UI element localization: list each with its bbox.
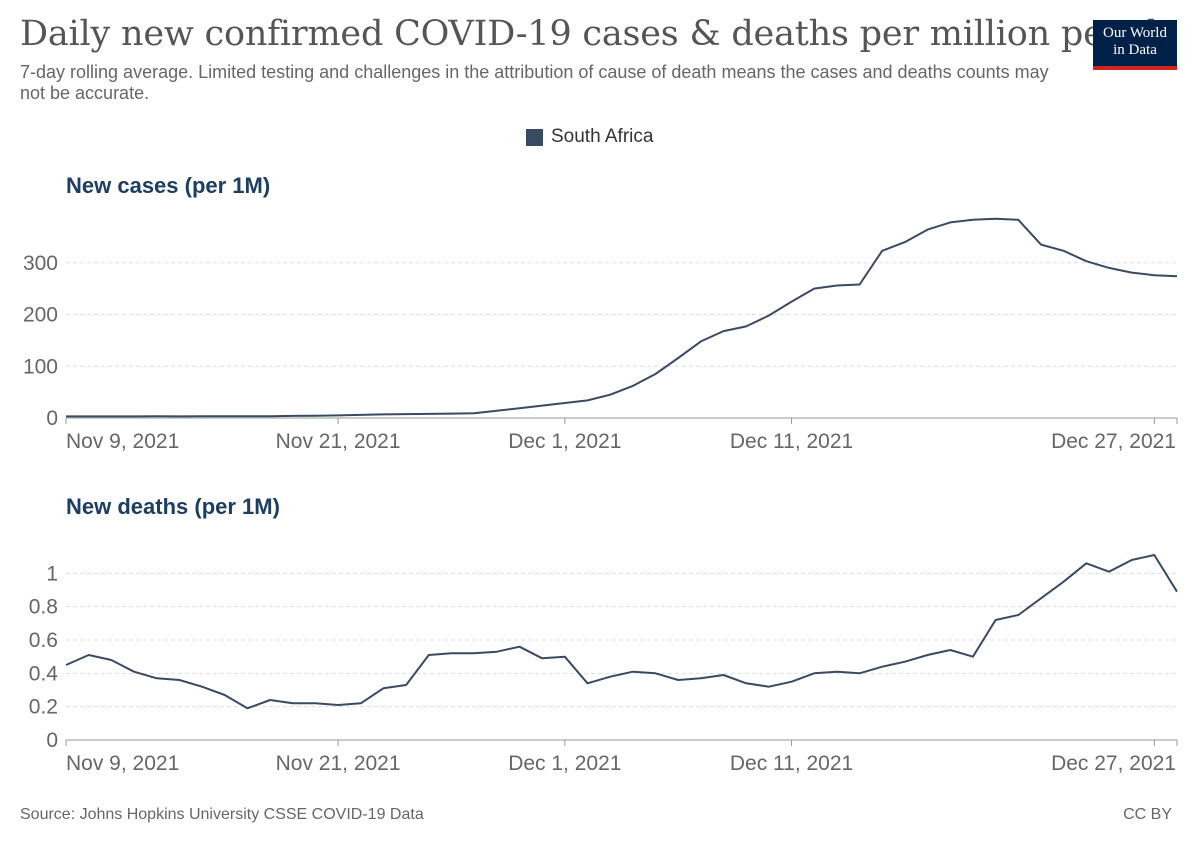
logo-line-2: in Data [1113,42,1157,58]
deaths-y-tick-label: 1 [46,562,58,585]
cases-x-tick-label: Dec 11, 2021 [730,430,853,453]
source-note: Source: Johns Hopkins University CSSE CO… [20,806,424,823]
cases-x-tick-label: Dec 27, 2021 [1051,430,1176,453]
legend-swatch [526,128,543,146]
deaths-y-tick-label: 0.4 [29,662,59,685]
deaths-y-tick-label: 0.8 [29,596,58,619]
chart-title: Daily new confirmed COVID-19 cases & dea… [20,14,1179,54]
legend-label: South Africa [551,126,654,147]
cases-y-tick-label: 100 [23,355,58,378]
deaths-series-line [65,554,1178,710]
deaths-y-tick-label: 0.6 [29,629,58,652]
legend[interactable]: South Africa [526,126,653,148]
deaths-x-tick-label: Dec 1, 2021 [508,752,621,775]
logo-line-1: Our World [1103,25,1167,41]
chart-subtitle: 7-day rolling average. Limited testing a… [20,62,1049,103]
deaths-panel-title: New deaths (per 1M) [66,494,280,519]
cases-y-tick-label: 0 [46,407,58,430]
cases-y-tick-label: 300 [23,252,58,275]
cases-x-tick-label: Nov 9, 2021 [66,430,179,453]
owid-logo[interactable]: Our World in Data [1093,20,1177,70]
deaths-y-tick-label: 0 [46,729,58,752]
cases-y-tick-label: 200 [23,304,58,327]
license-note[interactable]: CC BY [1123,806,1172,823]
deaths-x-tick-label: Nov 21, 2021 [276,752,401,775]
deaths-x-tick-label: Dec 27, 2021 [1051,752,1176,775]
cases-x-tick-label: Dec 1, 2021 [508,430,621,453]
cases-series-line [66,217,1178,418]
deaths-x-tick-label: Nov 9, 2021 [66,752,179,775]
cases-x-tick-label: Nov 21, 2021 [276,430,401,453]
deaths-y-tick-label: 0.2 [29,696,58,719]
cases-panel-title: New cases (per 1M) [66,173,271,198]
deaths-x-tick-label: Dec 11, 2021 [730,752,853,775]
